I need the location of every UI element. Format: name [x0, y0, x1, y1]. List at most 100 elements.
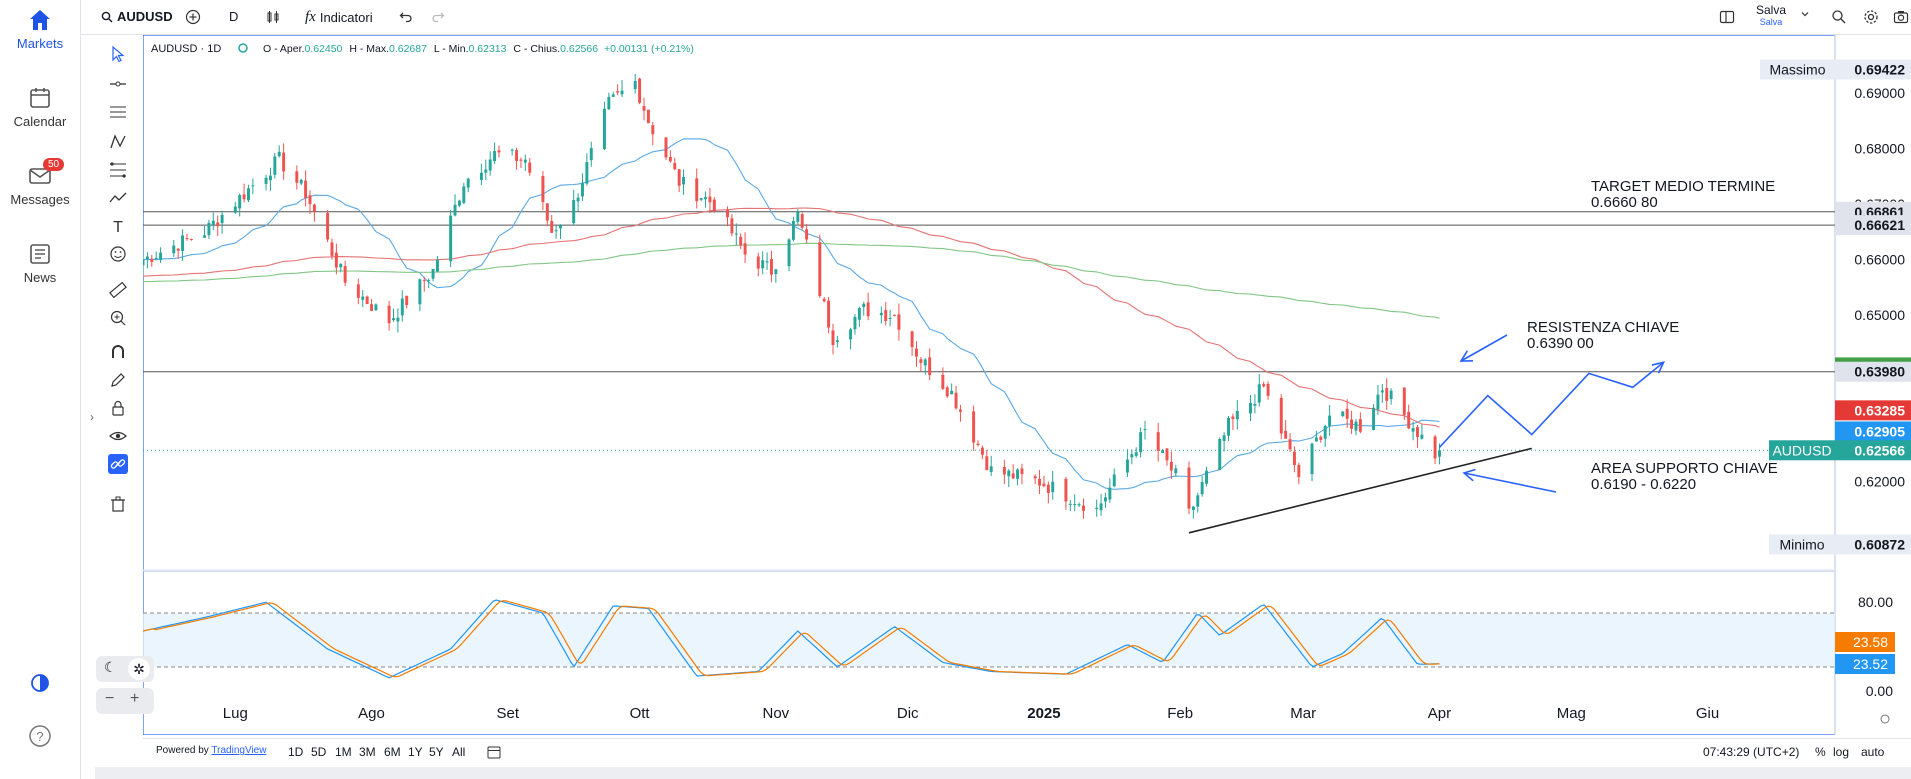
powered-by: Powered by TradingView [156, 745, 266, 756]
nav-item-calendar[interactable]: Calendar [0, 86, 80, 129]
lock-pencil-icon[interactable] [108, 370, 128, 390]
candle-body [1064, 478, 1068, 502]
log-toggle[interactable]: log [1833, 745, 1850, 759]
nav-item-news[interactable]: News [0, 242, 80, 285]
status-dot-icon [238, 43, 248, 53]
trash-icon[interactable] [108, 494, 128, 514]
help-button[interactable]: ? [0, 724, 80, 752]
price-chart[interactable]: 0.690000.680000.670000.660000.650000.640… [141, 34, 1911, 736]
candle-body [1389, 390, 1393, 400]
candle-body [576, 197, 580, 202]
interval-button[interactable]: D [229, 9, 238, 24]
pattern-icon[interactable] [108, 132, 128, 152]
range-6m[interactable]: 6M [384, 745, 401, 759]
range-1m[interactable]: 1M [335, 745, 352, 759]
symbol-search[interactable]: AUDUSD [101, 9, 173, 24]
candle-body [796, 211, 800, 222]
candle-body [668, 156, 672, 162]
range-1y[interactable]: 1Y [408, 745, 423, 759]
time-tick: Apr [1428, 705, 1451, 722]
compare-button[interactable] [185, 9, 201, 25]
candle-body [1077, 504, 1081, 506]
tradingview-link[interactable]: TradingView [211, 745, 267, 756]
range-3m[interactable]: 3M [359, 745, 376, 759]
candle-body [466, 178, 470, 188]
layout-button[interactable] [1719, 9, 1735, 25]
range-all[interactable]: All [452, 745, 466, 759]
candle-body [519, 159, 523, 161]
legend-low: 0.62313 [469, 43, 507, 55]
cursor-icon[interactable] [108, 44, 128, 64]
candle-body [1437, 450, 1441, 457]
candle-body [1046, 484, 1050, 494]
link-icon[interactable] [108, 454, 128, 474]
zoom-in-button[interactable]: + [130, 690, 140, 707]
text-tool-icon[interactable]: T [108, 216, 128, 236]
goto-date-icon[interactable] [486, 744, 502, 760]
candle-body [607, 96, 611, 110]
candle-body [1191, 506, 1195, 511]
save-button[interactable]: Salva Salva [1756, 4, 1786, 28]
ma-line-sma200 [142, 242, 1440, 319]
price-tag-label: Minimo [1779, 536, 1824, 552]
percent-toggle[interactable]: % [1815, 745, 1826, 759]
theme-switch[interactable]: ☾ ✲ [96, 656, 154, 682]
lock-icon[interactable] [108, 398, 128, 418]
range-5d[interactable]: 5D [311, 745, 327, 759]
candle-body [774, 269, 778, 274]
resistance-title: RESISTENZA CHIAVE [1527, 319, 1679, 336]
save-menu-chevron[interactable] [1800, 9, 1810, 19]
range-5y[interactable]: 5Y [429, 745, 444, 759]
chart-type-button[interactable] [265, 9, 281, 25]
time-tick: Dic [897, 705, 919, 722]
auto-toggle[interactable]: auto [1861, 745, 1885, 759]
snapshot-button[interactable] [1893, 9, 1909, 25]
messages-badge: 50 [43, 158, 65, 171]
chart-area[interactable]: 0.690000.680000.670000.660000.650000.640… [141, 34, 1911, 736]
nav-label-markets: Markets [16, 36, 64, 51]
clock: 07:43:29 (UTC+2) [1703, 745, 1800, 759]
candle-body [756, 256, 760, 269]
time-tick: Giu [1696, 705, 1719, 722]
price-tag-label-bg [1769, 534, 1835, 555]
fib-icon[interactable] [108, 160, 128, 180]
time-tick: Set [497, 705, 520, 722]
candle-body [739, 236, 743, 246]
horizontal-lines-icon[interactable] [108, 102, 128, 122]
axis-settings-icon[interactable] [1880, 714, 1890, 724]
support-title: AREA SUPPORTO CHIAVE [1591, 460, 1778, 477]
indicators-button[interactable]: fx Indicatori [305, 9, 373, 26]
eye-icon[interactable] [108, 426, 128, 446]
candle-body [308, 195, 312, 205]
magnet-icon[interactable] [108, 342, 128, 362]
projection-icon[interactable] [108, 188, 128, 208]
candle-body [1257, 384, 1261, 403]
collapse-toolbar-chevron[interactable]: › [90, 410, 94, 424]
calendar-icon [30, 88, 50, 108]
candle-body [1231, 416, 1235, 420]
camera-icon [1893, 11, 1909, 24]
powered-prefix: Powered by [156, 745, 209, 756]
candle-body [1103, 497, 1107, 502]
candle-body [712, 199, 716, 211]
quick-search-button[interactable] [1831, 9, 1847, 25]
candle-body [743, 243, 747, 255]
nav-item-messages[interactable]: 50 Messages [0, 158, 80, 207]
ruler-icon[interactable] [108, 280, 128, 300]
osc-k-tag [1835, 632, 1895, 652]
candle-body [304, 180, 308, 199]
oscillator-band [143, 613, 1835, 667]
timeline-scrollbar[interactable] [95, 767, 1911, 779]
theme-toggle[interactable] [0, 672, 80, 698]
zoom-in-icon[interactable] [108, 308, 128, 328]
nav-item-markets[interactable]: Markets [0, 8, 80, 51]
redo-button[interactable] [431, 9, 445, 23]
undo-button[interactable] [399, 9, 413, 23]
range-1d[interactable]: 1D [288, 745, 304, 759]
price-tick: 0.62000 [1854, 474, 1905, 490]
trend-line-icon[interactable] [108, 74, 128, 94]
zoom-out-button[interactable]: − [105, 690, 115, 707]
emoji-icon[interactable] [108, 244, 128, 264]
candle-body [1042, 483, 1046, 487]
settings-button[interactable] [1863, 9, 1879, 25]
